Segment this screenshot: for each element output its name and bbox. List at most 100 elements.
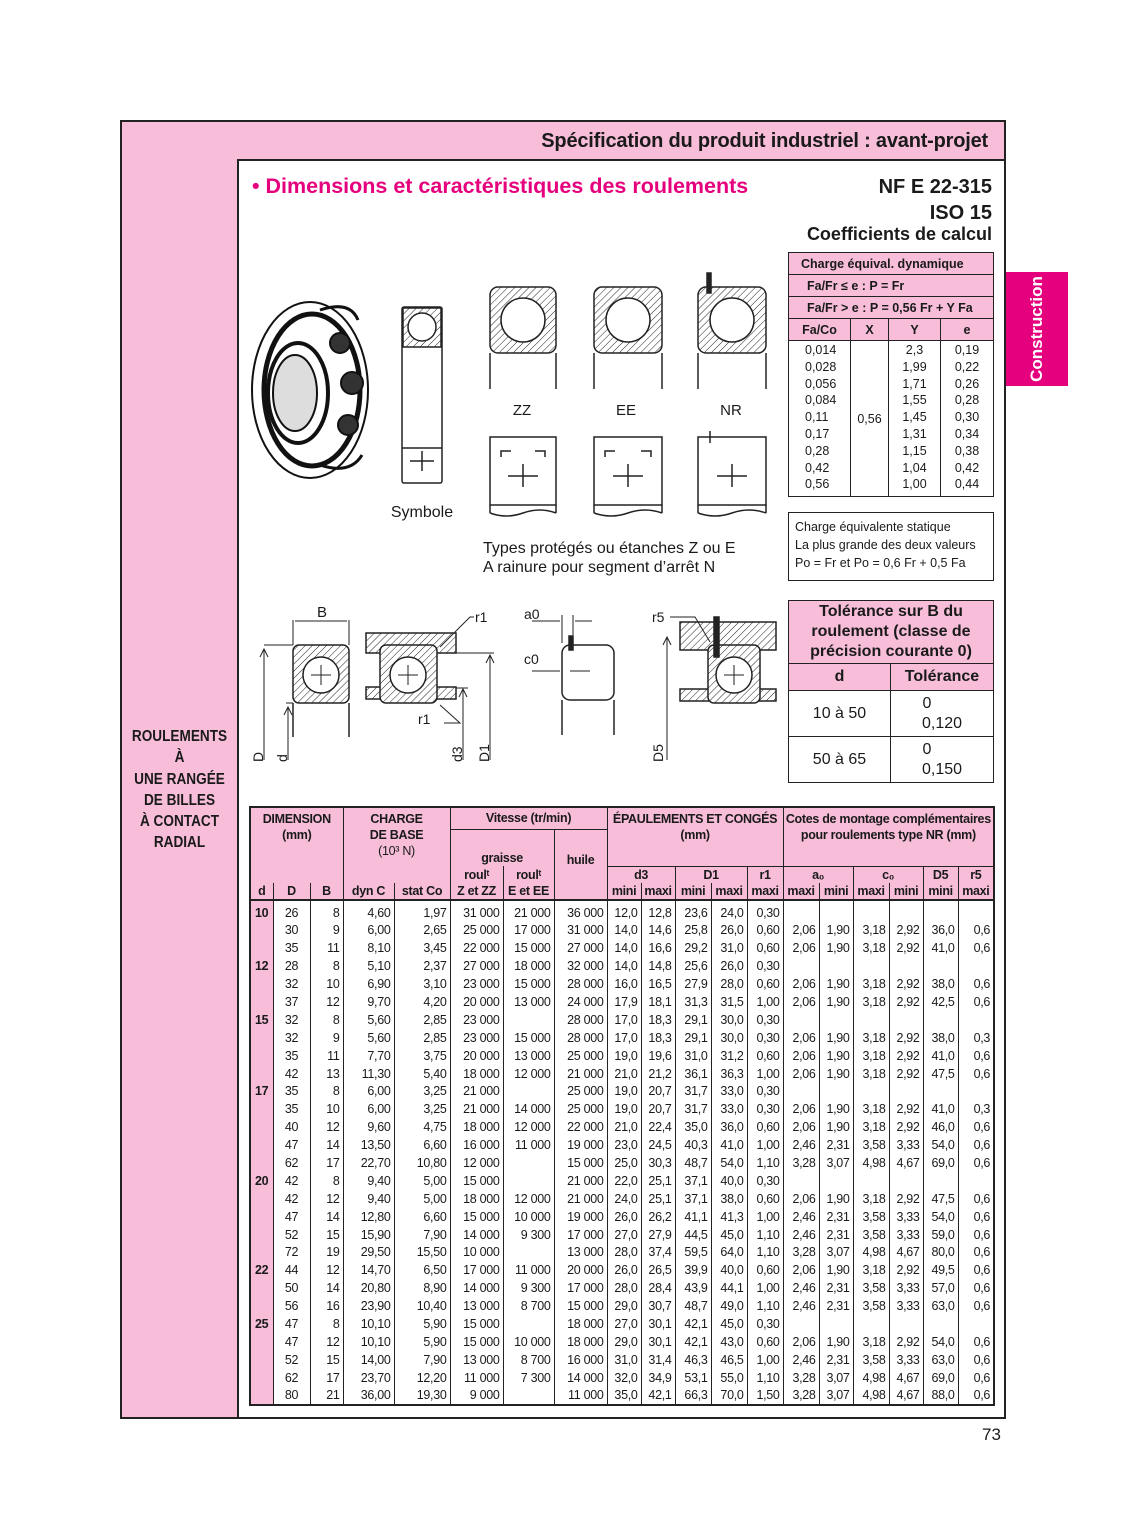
- cell-D: 42: [272, 1064, 311, 1083]
- cell-D5-min: 80,0: [922, 1243, 959, 1262]
- cell-c0-max: 3,58: [852, 1350, 890, 1369]
- cell-stat-co: 6,50: [393, 1261, 451, 1280]
- cell-a0-min: 1,90: [818, 1189, 854, 1208]
- cell-D1-max: 43,0: [710, 1332, 748, 1351]
- cell-r5-max: [957, 1171, 995, 1190]
- cell-speed-zz: 9 000: [449, 1386, 504, 1405]
- cell-d3-max: 18,3: [640, 1010, 676, 1029]
- cell-c0-min: 3,33: [888, 1279, 924, 1298]
- tolerance-table: Tolérance sur B du roulement (classe de …: [788, 600, 994, 783]
- table-row: 22 44 12 14,70 6,50 17 000 11 000 20 000 26,0 26,…: [249, 1261, 995, 1280]
- coef-rule2: Fa/Fr > e : P = 0,56 Fr + Y Fa: [788, 296, 994, 319]
- sidebar-title: ROULEMENTS À UNE RANGÉE DE BILLES À CONT…: [131, 726, 229, 854]
- cell-dyn-c: 6,90: [342, 975, 395, 994]
- cell-d3-max: 30,7: [640, 1297, 676, 1316]
- cell-r1-max: 0,30: [746, 1028, 784, 1047]
- cell-c0-max: 3,58: [852, 1279, 890, 1298]
- cell-B: 19: [309, 1243, 344, 1262]
- cell-D1-min: 41,1: [674, 1207, 712, 1226]
- cell-dyn-c: 12,80: [342, 1207, 395, 1226]
- cell-speed-oil: 28 000: [553, 1028, 608, 1047]
- header-mini: mini: [888, 882, 924, 901]
- cell-B: 13: [309, 1064, 344, 1083]
- fa-co-value: 0,084: [805, 393, 837, 408]
- cell-D1-min: 29,1: [674, 1028, 712, 1047]
- header-stat-co: stat Co: [393, 882, 451, 901]
- cell-D5-min: 41,0: [922, 1046, 959, 1065]
- bearing-symbol-figure: [401, 306, 443, 484]
- cell-D5-min: 41,0: [922, 939, 959, 958]
- cell-speed-ee: [502, 1243, 555, 1262]
- table-row: 80 21 36,00 19,30 9 000 11 000 35,0 42,1 66,3 70,…: [249, 1386, 995, 1405]
- cell-stat-co: 3,45: [393, 939, 451, 958]
- cell-a0-max: 2,46: [782, 1207, 820, 1226]
- cell-r1-max: 0,30: [746, 1171, 784, 1190]
- cell-a0-min: [818, 1010, 854, 1029]
- cell-D1-min: 31,7: [674, 1100, 712, 1119]
- cell-speed-ee: [502, 1010, 555, 1029]
- sidebar-line: UNE RANGÉE: [134, 770, 225, 788]
- cell-d3-max: 30,1: [640, 1332, 676, 1351]
- cell-a0-min: [818, 957, 854, 976]
- cell-D1-min: 39,9: [674, 1261, 712, 1280]
- cell-speed-oil: 19 000: [553, 1136, 608, 1155]
- cell-r5-max: 0,6: [957, 1332, 995, 1351]
- cell-a0-min: 2,31: [818, 1350, 854, 1369]
- cell-D1-max: 30,0: [710, 1028, 748, 1047]
- cell-c0-min: 2,92: [888, 1261, 924, 1280]
- cell-B: 11: [309, 939, 344, 958]
- cell-D1-max: 33,0: [710, 1082, 748, 1101]
- e-value: 0,44: [954, 477, 980, 492]
- cell-speed-zz: 14 000: [449, 1225, 504, 1244]
- cell-stat-co: 6,60: [393, 1207, 451, 1226]
- cell-D5-min: 63,0: [922, 1297, 959, 1316]
- cell-r5-max: 0,6: [957, 1368, 995, 1387]
- cell-dyn-c: 23,70: [342, 1368, 395, 1387]
- cell-speed-ee: 15 000: [502, 975, 555, 994]
- cell-stat-co: 8,90: [393, 1279, 451, 1298]
- tolerance-row: 10 à 50 0 0,120: [788, 690, 994, 737]
- e-value: 0,34: [954, 426, 980, 441]
- cell-r5-max: 0,6: [957, 1243, 995, 1262]
- fa-co-values: 0,014 0,028 0,056 0,084 0,11 0,17 0,28 0,42 0,56: [788, 340, 851, 497]
- cell-d3-min: 21,0: [606, 1064, 642, 1083]
- cell-d: [249, 939, 274, 958]
- cell-D1-max: 41,3: [710, 1207, 748, 1226]
- cell-D5-min: 69,0: [922, 1154, 959, 1172]
- cell-d3-min: 14,0: [606, 939, 642, 958]
- cell-r1-max: 1,10: [746, 1368, 784, 1387]
- cell-speed-zz: 22 000: [449, 939, 504, 958]
- cell-r1-max: 0,30: [746, 1100, 784, 1119]
- cell-stat-co: 3,10: [393, 975, 451, 994]
- cell-speed-oil: 27 000: [553, 939, 608, 958]
- cell-speed-zz: 23 000: [449, 1028, 504, 1047]
- cell-d3-min: 12,0: [606, 899, 642, 922]
- cell-dyn-c: 8,10: [342, 939, 395, 958]
- cell-r1-max: 1,00: [746, 1279, 784, 1298]
- cell-r1-max: 0,30: [746, 1082, 784, 1101]
- static-load-box: Charge équivalente statique La plus gran…: [788, 512, 994, 581]
- fa-co-value: 0,56: [805, 477, 830, 492]
- cell-d3-max: 26,2: [640, 1207, 676, 1226]
- cell-stat-co: 2,85: [393, 1010, 451, 1029]
- cell-c0-min: [888, 1010, 924, 1029]
- cell-c0-min: [888, 1315, 924, 1333]
- cell-D1-min: 31,3: [674, 993, 712, 1011]
- construction-tab[interactable]: Construction: [1006, 272, 1068, 386]
- cell-d3-min: 19,0: [606, 1046, 642, 1065]
- cell-D1-max: 54,0: [710, 1154, 748, 1172]
- cell-d3-max: 37,4: [640, 1243, 676, 1262]
- cell-a0-max: 2,06: [782, 1118, 820, 1137]
- table-row: 10 26 8 4,60 1,97 31 000 21 000 36 000 12,0 12,8 2…: [249, 899, 995, 922]
- cell-D: 32: [272, 1010, 311, 1029]
- cell-speed-oil: 28 000: [553, 975, 608, 994]
- bearing-type-ee-figure: [593, 286, 663, 517]
- cell-D1-min: 42,1: [674, 1332, 712, 1351]
- cell-d: [249, 1189, 274, 1208]
- cell-c0-max: 3,18: [852, 975, 890, 994]
- cell-D: 72: [272, 1243, 311, 1262]
- cell-r5-max: [957, 1315, 995, 1333]
- cell-D1-min: 29,1: [674, 1010, 712, 1029]
- cell-speed-oil: 21 000: [553, 1064, 608, 1083]
- cell-c0-min: 2,92: [888, 1118, 924, 1137]
